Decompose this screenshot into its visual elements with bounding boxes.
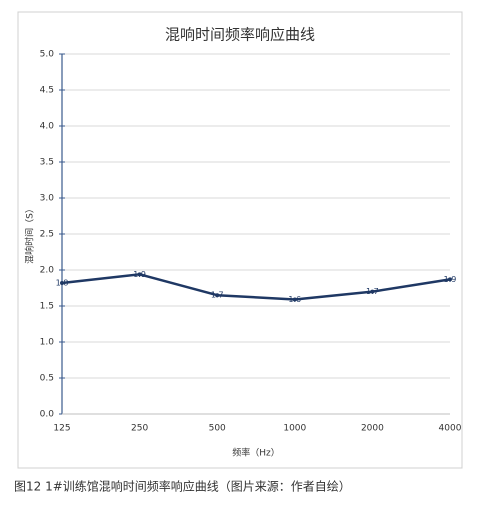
y-tick-label: 1.0: [40, 338, 55, 348]
x-tick-label: 4000: [439, 424, 462, 434]
x-axis-label: 频率（Hz）: [232, 447, 280, 459]
data-label: 1.7: [366, 287, 379, 296]
caption: 图12 1#训练馆混响时间频率响应曲线（图片来源：作者自绘）: [14, 479, 351, 494]
x-tick-label: 500: [209, 424, 226, 434]
x-tick-label: 125: [53, 424, 70, 434]
point: [215, 293, 220, 298]
point: [137, 272, 142, 277]
x-tick-label: 1000: [283, 424, 306, 434]
point: [370, 289, 375, 294]
y-tick-label: 2.0: [40, 266, 55, 276]
point: [448, 277, 452, 282]
y-tick-label: 0.0: [40, 410, 55, 420]
y-tick-label: 3.5: [40, 158, 54, 168]
y-tick-label: 0.5: [40, 374, 54, 384]
line: [61, 273, 451, 301]
y-tick-label: 5.0: [40, 50, 55, 60]
chart-frame: [17, 11, 463, 469]
data-label: 1.7: [211, 291, 224, 300]
data-label: 1.9: [444, 275, 457, 284]
x-tick-label: 250: [131, 424, 148, 434]
data-label: 1.6: [288, 295, 301, 304]
point: [292, 297, 297, 302]
y-tick-label: 1.5: [40, 302, 54, 312]
point: [60, 280, 64, 285]
chart-title: 混响时间频率响应曲线: [165, 26, 315, 44]
data-label: 1.8: [56, 278, 69, 287]
data-label: 1.9: [133, 270, 146, 279]
y-tick-label: 2.5: [40, 230, 54, 240]
y-tick-label: 4.5: [40, 86, 54, 96]
y-tick-label: 4.0: [40, 122, 55, 132]
y-tick-label: 3.0: [40, 194, 55, 204]
x-tick-label: 2000: [361, 424, 384, 434]
y-axis-label: 混响时间（S）: [24, 204, 36, 264]
